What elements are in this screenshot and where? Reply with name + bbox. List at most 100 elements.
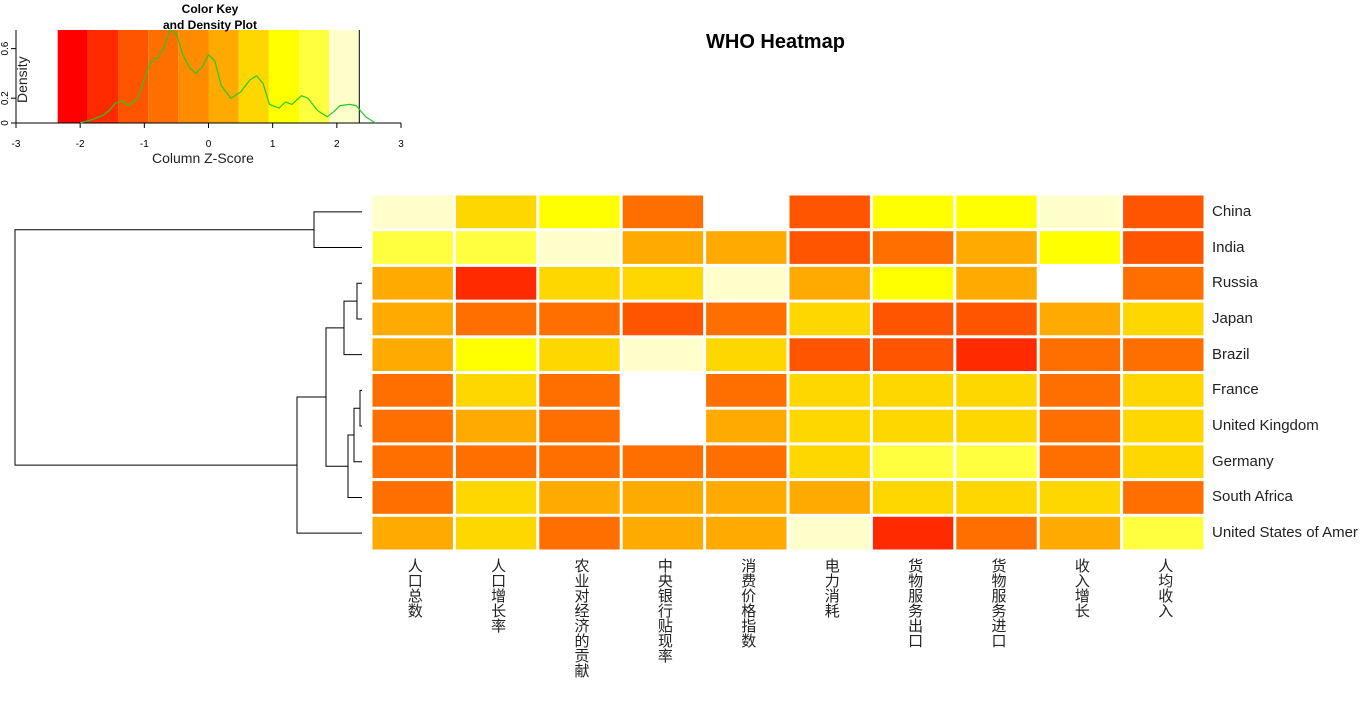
heatmap-cell <box>706 516 787 550</box>
color-key-xlabel: Column Z-Score <box>152 150 254 166</box>
column-label: 货物服务出口 <box>906 558 924 648</box>
row-label: United States of Amer <box>1212 524 1358 542</box>
column-label: 人均收入 <box>1156 558 1174 618</box>
heatmap-cell <box>1039 481 1121 514</box>
heatmap-cell <box>706 266 787 300</box>
heatmap-cell <box>706 231 787 264</box>
dendrogram-link <box>313 211 362 249</box>
dendrogram-link <box>353 407 362 463</box>
heatmap-cell <box>372 302 453 336</box>
color-key-title-line1: Color Key <box>181 2 239 16</box>
heatmap-cell <box>455 481 537 514</box>
heatmap-cell <box>1123 195 1204 229</box>
heatmap-cell <box>539 445 620 479</box>
heatmap-cell <box>956 374 1037 407</box>
dendrogram-link <box>356 282 362 320</box>
heatmap-cell <box>956 195 1037 229</box>
color-key-bin <box>208 30 239 123</box>
heatmap-cell <box>539 231 620 264</box>
dendrogram-link <box>14 229 314 466</box>
heatmap-cell <box>1039 231 1121 264</box>
color-key-ylabel: Density <box>14 56 30 103</box>
column-label: 货物服务进口 <box>989 558 1007 648</box>
heatmap-cell <box>872 409 954 443</box>
heatmap-cell <box>455 302 537 336</box>
heatmap-cell <box>372 195 453 229</box>
heatmap-cell <box>956 231 1037 264</box>
heatmap-cell <box>1123 266 1204 300</box>
density-curve <box>80 29 376 124</box>
heatmap-cell <box>622 516 704 550</box>
heatmap-cell <box>539 374 620 407</box>
x-tick-label: -3 <box>12 139 21 150</box>
heatmap-cell <box>372 445 453 479</box>
column-label: 人口总数 <box>405 558 423 618</box>
heatmap-cell <box>455 445 537 479</box>
heatmap-cell <box>956 266 1037 300</box>
heatmap-cell <box>872 445 954 479</box>
heatmap-cell <box>539 195 620 229</box>
heatmap-cell <box>539 266 620 300</box>
column-label: 消费价格指数 <box>739 558 757 648</box>
heatmap-cell <box>956 338 1037 371</box>
heatmap-cell <box>455 338 537 371</box>
column-label: 人口增长率 <box>489 558 507 633</box>
heatmap-cell <box>455 266 537 300</box>
heatmap-cell <box>1039 516 1121 550</box>
x-tick-label: -2 <box>76 139 85 150</box>
heatmap-cell <box>622 374 704 407</box>
row-label: Russia <box>1212 274 1258 292</box>
color-key-bin <box>329 30 360 123</box>
heatmap-cell <box>372 516 453 550</box>
heatmap-cell <box>539 481 620 514</box>
heatmap-cell <box>789 374 870 407</box>
heatmap-cell <box>1123 409 1204 443</box>
heatmap-cell <box>956 302 1037 336</box>
heatmap-cell <box>622 302 704 336</box>
heatmap-cell <box>1039 409 1121 443</box>
x-tick-label: -1 <box>140 139 149 150</box>
heatmap-cell <box>872 266 954 300</box>
heatmap-cell <box>622 195 704 229</box>
heatmap-cell <box>622 445 704 479</box>
heatmap-cell <box>789 445 870 479</box>
heatmap-cell <box>1039 266 1121 300</box>
heatmap-cell <box>872 374 954 407</box>
column-label: 农业对经济的贡献 <box>572 558 590 678</box>
y-tick-label: 0.2 <box>0 91 11 105</box>
heatmap-cell <box>706 374 787 407</box>
x-tick-label: 1 <box>270 139 276 150</box>
heatmap-cell <box>872 481 954 514</box>
heatmap-cell <box>706 481 787 514</box>
heatmap-cell <box>872 231 954 264</box>
heatmap-cell <box>622 481 704 514</box>
row-label: Japan <box>1212 309 1253 327</box>
heatmap-cell <box>789 481 870 514</box>
heatmap-cell <box>372 409 453 443</box>
heatmap-cell <box>1123 516 1204 550</box>
column-label: 电力消耗 <box>822 558 840 618</box>
heatmap-cell <box>1039 338 1121 371</box>
heatmap-cell <box>372 338 453 371</box>
heatmap-cell <box>1039 445 1121 479</box>
heatmap-cell <box>539 409 620 443</box>
heatmap-cell <box>622 338 704 371</box>
dendrogram-link <box>359 389 362 427</box>
heatmap-cell <box>706 445 787 479</box>
row-label: India <box>1212 238 1245 256</box>
heatmap-cell <box>372 231 453 264</box>
heatmap-cell <box>956 409 1037 443</box>
heatmap-cell <box>622 409 704 443</box>
heatmap-cell <box>956 481 1037 514</box>
heatmap-cell <box>372 266 453 300</box>
color-key-title-line2: and Density Plot <box>162 18 257 32</box>
row-label: South Africa <box>1212 488 1293 506</box>
heatmap-cell <box>956 516 1037 550</box>
heatmap-cell <box>539 338 620 371</box>
heatmap-cell <box>539 516 620 550</box>
color-key-bin <box>87 30 119 123</box>
color-key-bin <box>57 30 88 123</box>
dendrogram-link <box>296 396 362 534</box>
heatmap-cell <box>1039 195 1121 229</box>
